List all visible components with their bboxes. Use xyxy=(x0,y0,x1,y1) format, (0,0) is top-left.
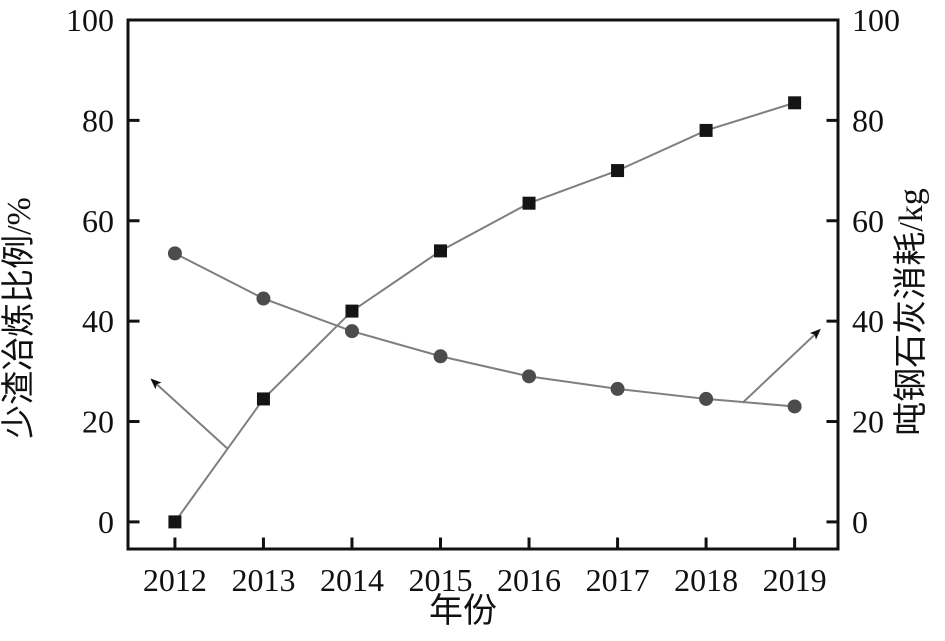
data-point-circle xyxy=(167,246,182,261)
data-series xyxy=(167,96,802,529)
data-point-circle xyxy=(256,291,271,306)
series-line-square xyxy=(174,101,795,523)
x-tick-label: 2012 xyxy=(143,562,207,598)
y-tick-label-right: 100 xyxy=(852,2,900,38)
x-axis-label: 年份 xyxy=(429,592,497,630)
x-tick-label: 2018 xyxy=(674,562,738,598)
axis-ticks: 0 0 20 20 40 40 60 60 80 80 100 100 2012 2013 2014 2015… xyxy=(66,2,900,598)
data-point-circle xyxy=(699,391,714,406)
y-tick-label-right: 60 xyxy=(852,203,884,239)
plot-frame xyxy=(126,18,840,551)
data-point-square xyxy=(788,96,802,110)
data-point-circle xyxy=(522,369,537,384)
data-point-square xyxy=(345,304,359,318)
data-point-circle xyxy=(344,324,359,339)
arrow-to-left-axis xyxy=(150,378,229,450)
y-tick-label-right: 80 xyxy=(852,102,884,138)
y-tick-label-left: 20 xyxy=(82,404,114,440)
plot-border xyxy=(126,18,840,551)
x-tick-label: 2019 xyxy=(763,562,827,598)
y-tick-label-left: 0 xyxy=(98,504,114,540)
y-tick-label-right: 20 xyxy=(852,404,884,440)
arrow-to-right-axis xyxy=(741,328,821,404)
y-tick-label-left: 60 xyxy=(82,203,114,239)
data-point-circle xyxy=(610,381,625,396)
data-point-square xyxy=(611,164,625,178)
arrow-annotations xyxy=(150,328,821,450)
y-tick-label-left: 80 xyxy=(82,102,114,138)
data-point-square xyxy=(256,392,270,406)
data-point-square xyxy=(434,244,448,258)
y-tick-label-left: 100 xyxy=(66,2,114,38)
y-tick-label-left: 40 xyxy=(82,303,114,339)
data-point-square xyxy=(699,123,713,137)
y-axis-label-left: 少渣冶炼比例/% xyxy=(0,197,38,439)
data-point-circle xyxy=(433,349,448,364)
x-tick-label: 2016 xyxy=(497,562,561,598)
x-tick-label: 2017 xyxy=(586,562,650,598)
series-line-circle xyxy=(174,252,795,408)
data-point-square xyxy=(522,196,536,210)
y-axis-label-right: 吨钢石灰消耗/kg xyxy=(892,188,930,435)
y-tick-label-right: 40 xyxy=(852,303,884,339)
data-point-circle xyxy=(787,399,802,414)
y-tick-label-right: 0 xyxy=(852,504,868,540)
x-tick-label: 2013 xyxy=(231,562,295,598)
x-tick-label: 2015 xyxy=(409,562,473,598)
x-tick-label: 2014 xyxy=(320,562,384,598)
data-point-square xyxy=(168,515,182,529)
